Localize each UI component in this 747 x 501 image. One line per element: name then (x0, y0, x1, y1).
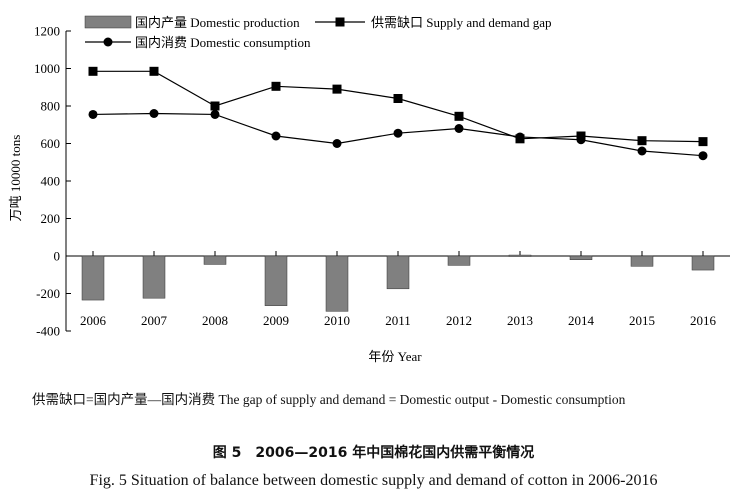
production-bar (203, 255, 227, 265)
consumption-point (271, 131, 281, 141)
x-tick-label: 2012 (446, 313, 472, 328)
gap-point (332, 84, 342, 94)
x-tick-label: 2010 (324, 313, 350, 328)
production-bar (142, 255, 166, 299)
legend-marker-consumption (103, 37, 113, 47)
x-tick-label: 2006 (80, 313, 107, 328)
legend-label-production: 国内产量 Domestic production (135, 15, 300, 30)
consumption-point (393, 128, 403, 138)
bar-series (81, 254, 715, 312)
gap-point (210, 101, 220, 111)
production-bar (264, 255, 288, 306)
y-tick-label: 0 (54, 249, 61, 264)
gap-point (637, 136, 647, 146)
x-tick-label: 2016 (690, 313, 717, 328)
consumption-point (454, 124, 464, 133)
consumption-point (637, 146, 647, 156)
production-bar (691, 255, 715, 271)
production-bar (81, 255, 105, 301)
formula-note: 供需缺口=国内产量—国内消费 The gap of supply and dem… (32, 392, 626, 407)
legend-label-gap: 供需缺口 Supply and demand gap (371, 15, 552, 30)
tick-labels: -400 -200 0 200 400 600 800 1000 1200 2006 2007 200… (34, 24, 717, 339)
x-tick-label: 2015 (629, 313, 655, 328)
production-bar (447, 255, 471, 266)
legend-marker-gap (335, 17, 345, 27)
consumption-point (332, 139, 342, 148)
consumption-point (576, 135, 586, 145)
legend-label-consumption: 国内消费 Domestic consumption (135, 35, 311, 50)
production-bar (386, 255, 410, 290)
consumption-point (515, 132, 525, 142)
chart: 国内产量 Domestic production 供需缺口 Supply and… (8, 15, 730, 364)
gap-point (454, 111, 464, 121)
production-bar (569, 255, 593, 260)
y-tick-label: -200 (36, 286, 60, 301)
production-bar (508, 254, 532, 257)
x-tick-label: 2011 (385, 313, 411, 328)
production-bar (325, 255, 349, 312)
y-tick-label: -400 (36, 324, 60, 339)
consumption-point (88, 109, 98, 119)
y-tick-label: 800 (41, 99, 61, 114)
consumption-point (210, 109, 220, 119)
y-tick-label: 200 (41, 211, 61, 226)
x-tick-label: 2014 (568, 313, 595, 328)
production-bar (630, 255, 654, 267)
x-tick-label: 2007 (141, 313, 168, 328)
gap-point (88, 66, 98, 76)
consumption-point (698, 151, 708, 161)
x-tick-label: 2008 (202, 313, 228, 328)
legend: 国内产量 Domestic production 供需缺口 Supply and… (84, 15, 552, 50)
x-tick-label: 2013 (507, 313, 533, 328)
y-tick-label: 400 (41, 174, 61, 189)
y-axis-label: 万吨 10000 tons (8, 135, 23, 222)
y-tick-label: 600 (41, 136, 61, 151)
x-tick-label: 2009 (263, 313, 289, 328)
y-tick-label: 1000 (34, 61, 60, 76)
line-series (88, 66, 708, 161)
figure-caption-en: Fig. 5 Situation of balance between dome… (89, 472, 658, 489)
gap-point (149, 66, 159, 76)
y-tick-label: 1200 (34, 24, 60, 39)
legend-swatch-production (84, 15, 132, 29)
figure-caption-cn: 图 5 2006—2016 年中国棉花国内供需平衡情况 (212, 445, 535, 461)
consumption-point (149, 109, 159, 118)
x-axis-label: 年份 Year (368, 349, 422, 364)
gap-point (393, 94, 403, 103)
gap-point (271, 81, 281, 91)
gap-point (698, 137, 708, 147)
